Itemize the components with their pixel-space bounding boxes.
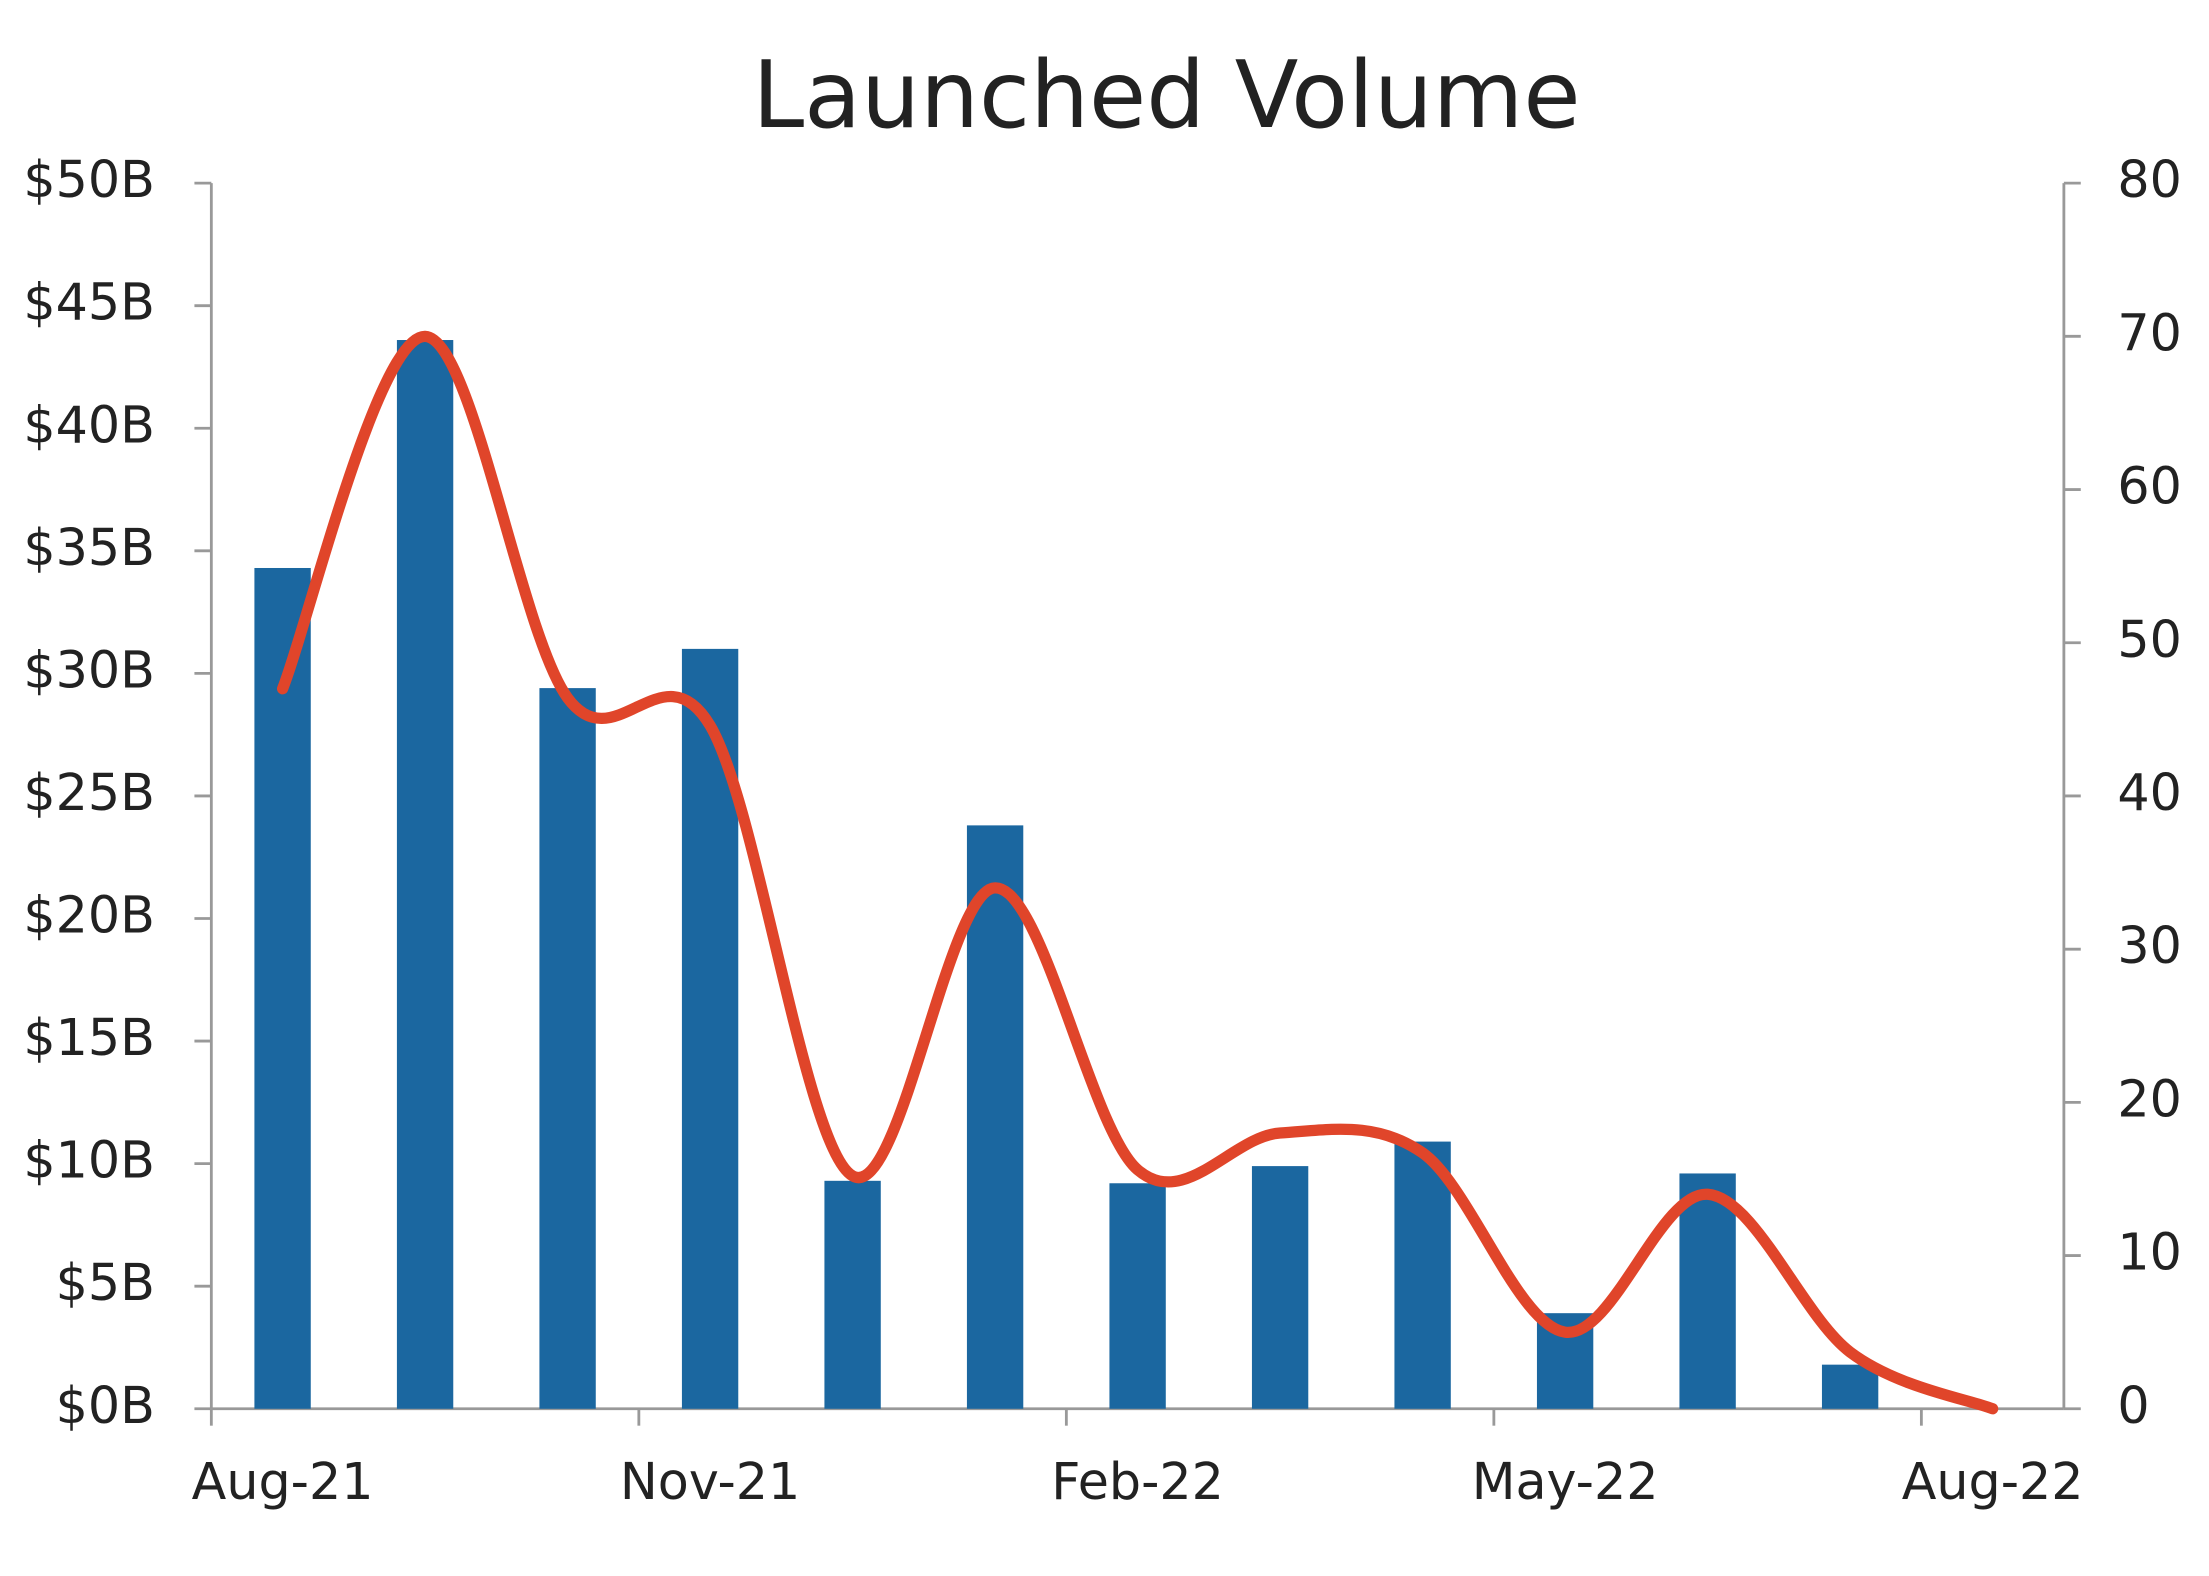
line [276, 330, 1999, 1415]
y-tick-label: $50B [23, 150, 155, 209]
y2-tick-label: 80 [2117, 150, 2182, 209]
bar [1394, 1141, 1451, 1409]
bar [1251, 1166, 1309, 1409]
y-tick-label: $5B [56, 1253, 155, 1312]
y-tick-label: $0B [56, 1376, 155, 1435]
bar [539, 688, 596, 1409]
y2-tick-label: 50 [2117, 610, 2182, 669]
y2-tick-label: 60 [2117, 457, 2182, 516]
y-tick-label: $30B [23, 640, 155, 699]
y2-tick-label: 0 [2117, 1376, 2149, 1435]
y2-tick-label: 30 [2117, 916, 2182, 975]
bar [396, 340, 454, 1409]
y2-tick-label: 40 [2117, 763, 2182, 822]
x-tick-label: Aug-21 [192, 1452, 374, 1511]
y-tick-label: $25B [23, 763, 155, 822]
y-tick-label: $40B [23, 395, 155, 454]
y2-tick-label: 10 [2117, 1223, 2182, 1282]
x-tick-label: Nov-21 [620, 1452, 800, 1511]
y-tick-label: $15B [23, 1008, 155, 1067]
bar [1109, 1183, 1166, 1409]
bar [1821, 1364, 1879, 1409]
bar [824, 1180, 881, 1409]
y2-tick-label: 20 [2117, 1069, 2182, 1128]
y-tick-label: $45B [23, 273, 155, 332]
y-tick-label: $10B [23, 1131, 155, 1190]
y-tick-label: $20B [23, 886, 155, 945]
chart-title: Launched Volume [752, 41, 1580, 149]
bar [966, 825, 1024, 1409]
bar [1679, 1173, 1736, 1409]
x-tick-label: May-22 [1472, 1452, 1659, 1511]
x-tick-label: Feb-22 [1051, 1452, 1224, 1511]
y-tick-label: $35B [23, 518, 155, 577]
y2-tick-label: 70 [2117, 303, 2182, 362]
bar [254, 567, 311, 1409]
x-tick-label: Aug-22 [1902, 1452, 2084, 1511]
